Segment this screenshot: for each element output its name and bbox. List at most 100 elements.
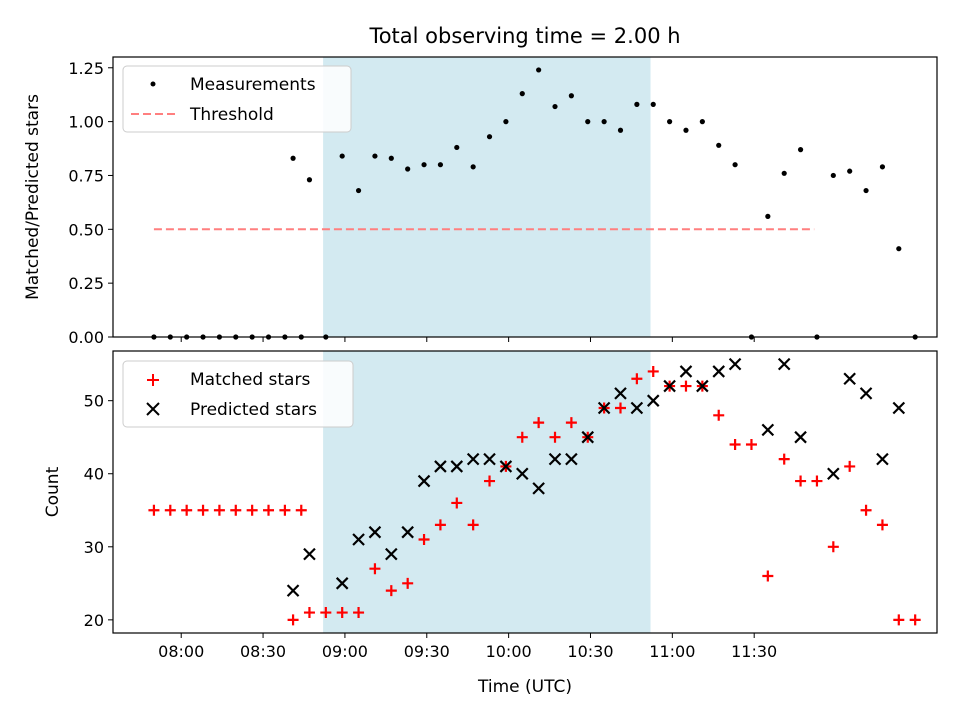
measurement-point	[732, 162, 738, 168]
predicted-star-point	[646, 394, 660, 407]
measurement-point	[585, 119, 591, 125]
predicted-star-point	[565, 452, 578, 466]
matched-star-point	[614, 402, 626, 414]
matched-star-point	[876, 519, 888, 531]
matched-star-point	[860, 504, 872, 516]
bottom-observing-span	[323, 351, 651, 633]
bottom-legend-box	[122, 360, 354, 428]
matched-star-point	[565, 417, 577, 429]
predicted-star-point	[450, 460, 464, 473]
predicted-star-point	[499, 460, 513, 473]
top-legend-box	[122, 65, 352, 133]
top-panel: 0.00 0.25 0.50 0.75 1.00 1.25 Matched/Predict…	[23, 56, 938, 347]
matched-star-point	[213, 504, 225, 516]
measurement-point	[437, 162, 444, 168]
matched-star-point	[246, 504, 258, 516]
predicted-star-point	[597, 401, 611, 415]
matched-star-point	[263, 504, 275, 516]
predicted-star-point	[515, 467, 529, 481]
measurement-point	[879, 164, 886, 170]
predicted-star-point	[859, 387, 873, 400]
measurement-point	[765, 213, 771, 219]
y-tick-label: 1.25	[68, 59, 104, 78]
matched-star-point	[795, 475, 807, 487]
y-tick-label: 0.00	[68, 328, 104, 347]
predicted-star-point	[466, 452, 480, 466]
matched-star-point	[778, 453, 790, 465]
predicted-star-point	[761, 423, 775, 437]
top-axes-frame	[112, 56, 938, 338]
measurement-point	[650, 101, 656, 107]
y-tick-label: 40	[84, 465, 104, 484]
bottom-y-ticks: 20 30 40 50	[84, 392, 113, 630]
predicted-stars-series	[286, 357, 906, 597]
measurement-point	[454, 144, 460, 151]
measurement-point	[896, 246, 902, 252]
matched-star-point	[402, 577, 414, 589]
threshold-legend-label: Threshold	[189, 105, 274, 125]
matched-star-point	[631, 373, 643, 385]
matched-star-point	[451, 497, 463, 509]
measurement-point	[519, 91, 525, 97]
predicted-star-point	[434, 460, 447, 473]
bottom-x-ticks: 08:00 08:30 09:00 09:30 10:00 10:30 11:00 11:30	[158, 633, 777, 661]
x-tick-label: 08:00	[158, 642, 204, 661]
measurement-point	[355, 187, 362, 194]
matched-star-point	[385, 585, 397, 597]
top-y-ticks: 0.00 0.25 0.50 0.75 1.00 1.25	[68, 59, 113, 347]
bottom-y-axis-label: Count	[43, 466, 63, 517]
top-legend: Measurements Threshold	[122, 65, 352, 133]
predicted-star-point	[876, 452, 889, 466]
predicted-star-point	[827, 467, 840, 481]
bottom-legend: Matched stars Predicted stars	[122, 360, 354, 428]
matched-star-point	[164, 504, 176, 516]
matched-star-point	[295, 504, 307, 516]
predicted-star-point	[630, 401, 644, 415]
chart-title: Total observing time = 2.00 h	[368, 24, 680, 48]
predicted-star-point	[728, 357, 742, 371]
measurement-point	[372, 153, 378, 159]
matched-star-point	[827, 541, 839, 553]
predicted-legend-marker	[146, 402, 160, 416]
measurements-series	[151, 67, 918, 340]
measurement-point	[634, 101, 640, 107]
measurement-point	[552, 103, 558, 110]
matched-star-point	[369, 563, 381, 575]
matched-star-point	[762, 570, 774, 582]
matched-star-point	[181, 504, 193, 516]
measurement-point	[781, 170, 787, 176]
bottom-panel: 20 30 40 50 08:00 08:30 09:00 09:30 10:00 10:30 1…	[43, 350, 938, 697]
measurement-point	[699, 119, 705, 125]
matched-star-point	[287, 614, 299, 626]
measurement-point	[470, 164, 476, 170]
predicted-star-point	[892, 401, 906, 415]
predicted-legend-label: Predicted stars	[190, 400, 317, 420]
measurement-point	[421, 162, 427, 168]
matched-star-point	[893, 614, 905, 626]
predicted-star-point	[417, 474, 431, 488]
predicted-star-point	[532, 482, 545, 495]
measurement-point	[339, 153, 345, 159]
matched-star-point	[353, 607, 365, 619]
y-tick-label: 0.25	[68, 274, 104, 293]
matched-legend-label: Matched stars	[190, 370, 310, 390]
top-x-ticks	[180, 337, 755, 342]
matched-star-point	[729, 439, 741, 451]
predicted-star-point	[335, 577, 349, 590]
measurement-point	[797, 147, 804, 153]
predicted-star-point	[303, 547, 316, 561]
matched-star-point	[484, 475, 496, 487]
matched-star-point	[745, 439, 757, 451]
measurement-point	[486, 134, 493, 140]
measurement-point	[667, 119, 673, 125]
matched-star-point	[279, 504, 291, 516]
measurement-point	[536, 67, 542, 73]
predicted-star-point	[777, 357, 791, 371]
top-observing-span	[323, 57, 651, 337]
predicted-star-point	[794, 430, 807, 444]
measurements-legend-label: Measurements	[190, 75, 316, 95]
predicted-star-point	[483, 452, 496, 466]
measurement-point	[863, 187, 869, 194]
top-y-axis-label: Matched/Predicted stars	[23, 94, 43, 300]
